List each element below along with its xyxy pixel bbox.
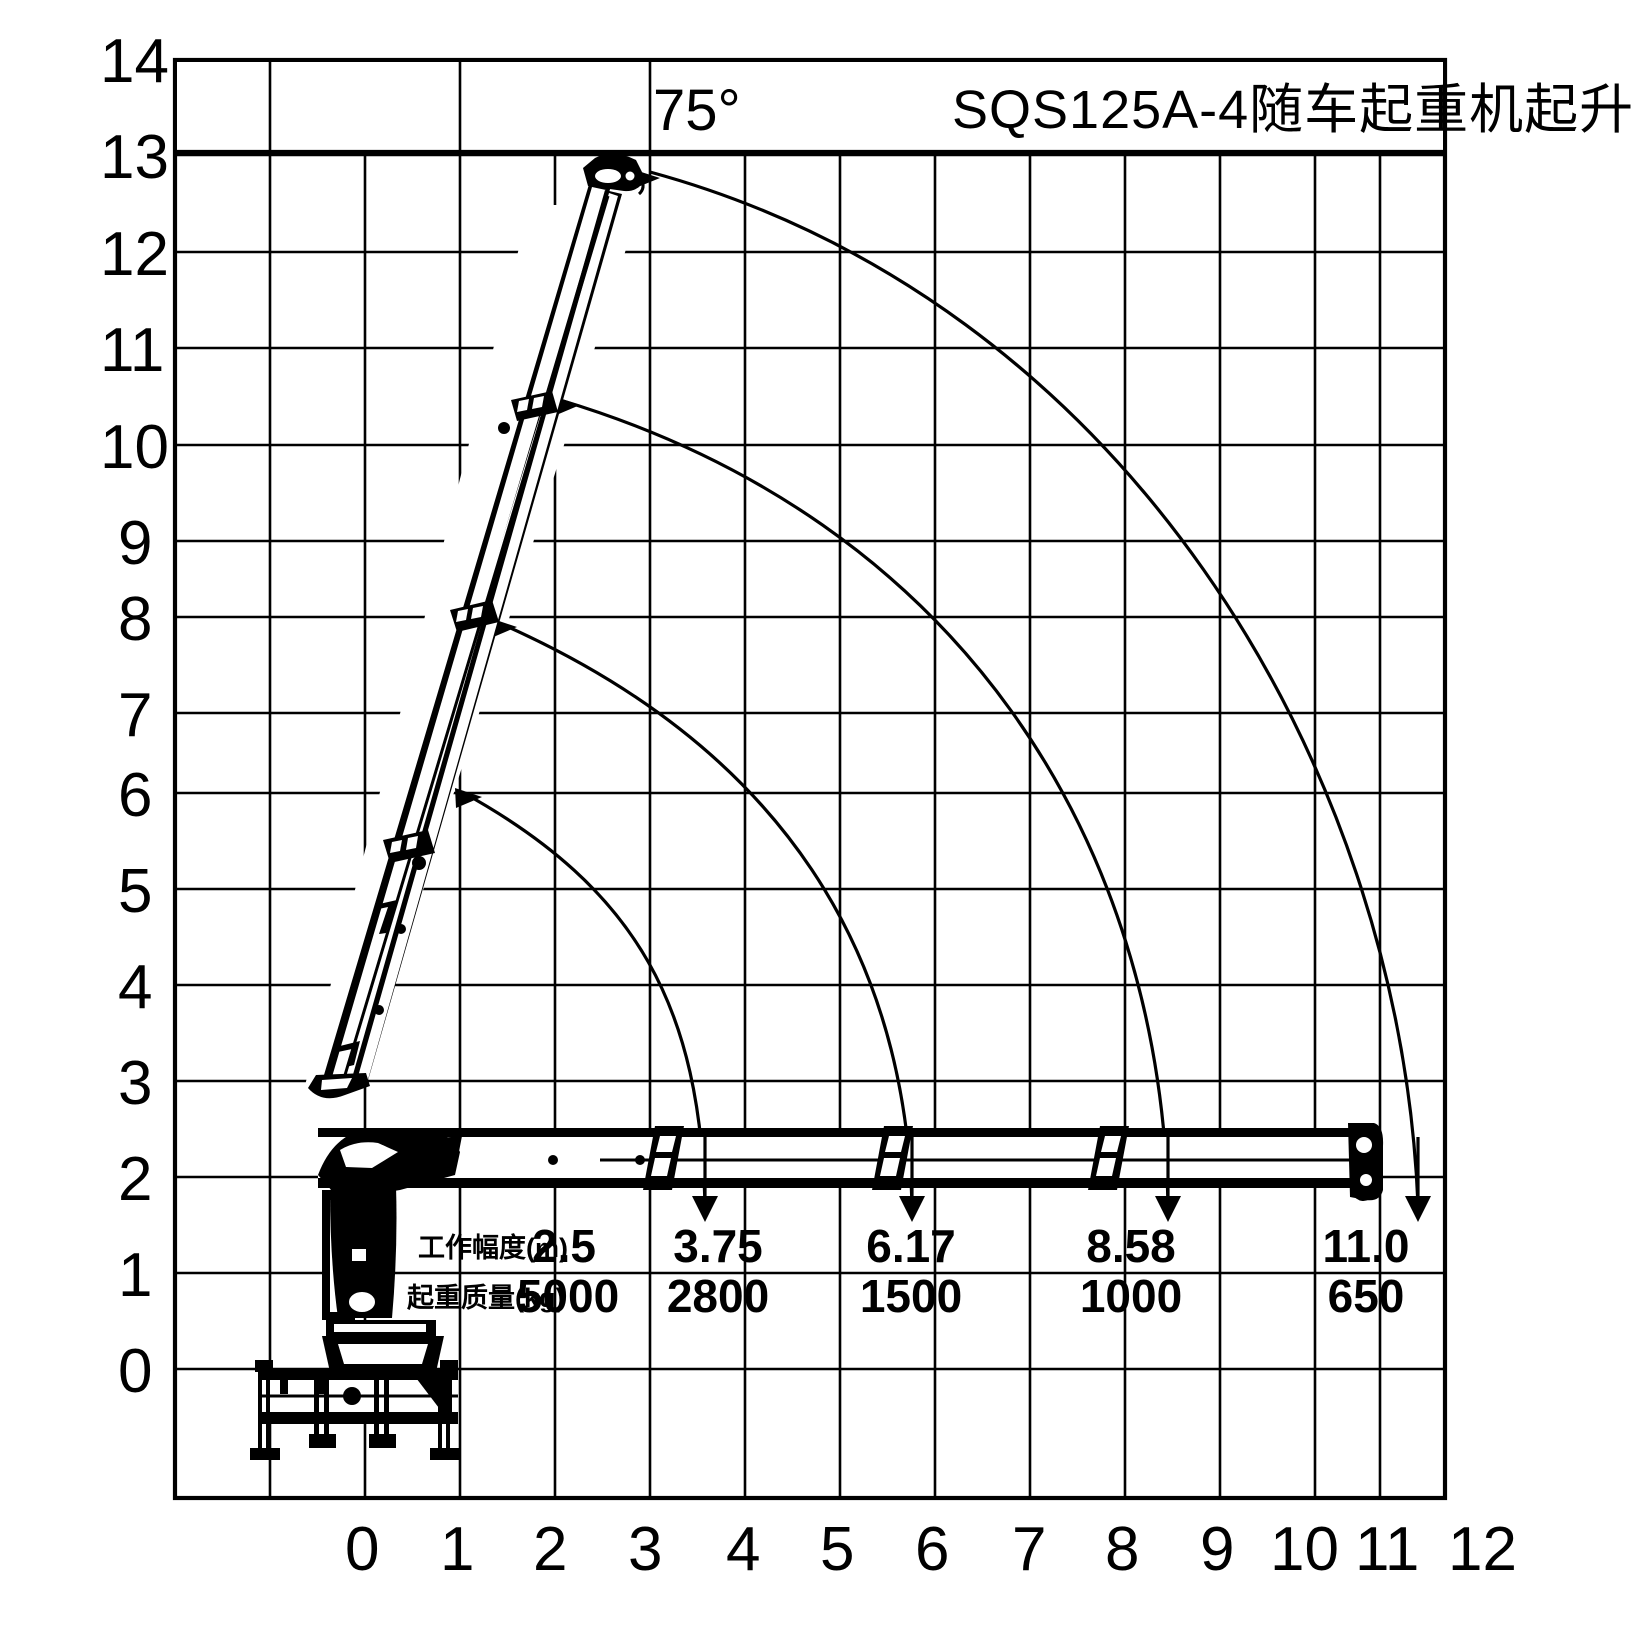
title-band [175, 62, 1445, 155]
y-tick-4: 4 [118, 953, 152, 1022]
y-tick-12: 12 [100, 220, 169, 289]
y-tick-1: 1 [118, 1241, 152, 1310]
arrow-down-3.75 [692, 1196, 718, 1222]
boom-horizontal [318, 1123, 1384, 1201]
y-tick-0: 0 [118, 1337, 152, 1406]
load-value-1: 2800 [667, 1270, 769, 1322]
boom-tip-head-elevated [583, 153, 645, 196]
load-table: 工作幅度(m) 起重质量(kg) 2.5 3.75 6.17 8.58 11.0… [407, 1220, 1410, 1322]
arc-end-arrows [692, 1137, 1431, 1222]
y-tick-5: 5 [118, 857, 152, 926]
x-tick-7: 7 [1012, 1515, 1046, 1584]
y-tick-2: 2 [118, 1145, 152, 1214]
x-tick-1: 1 [440, 1515, 474, 1584]
boom-tip-head-horizontal [1348, 1123, 1384, 1201]
outrigger-legs [250, 1360, 460, 1460]
crane-pedestal [250, 1128, 462, 1460]
x-tick-4: 4 [726, 1515, 760, 1584]
arrow-down-11.0 [1405, 1196, 1431, 1222]
arrow-down-6.17 [899, 1196, 925, 1222]
table-row-label-load: 起重质量(kg) [407, 1283, 565, 1313]
x-tick-0: 0 [345, 1515, 379, 1584]
arrow-down-8.58 [1155, 1196, 1181, 1222]
y-tick-10: 10 [100, 413, 169, 482]
x-tick-11: 11 [1355, 1515, 1419, 1584]
load-value-4: 650 [1328, 1270, 1405, 1322]
x-tick-9: 9 [1200, 1515, 1234, 1584]
boom-marking [374, 900, 397, 934]
x-tick-3: 3 [628, 1515, 662, 1584]
radius-value-3: 8.58 [1086, 1220, 1176, 1272]
x-tick-2: 2 [533, 1515, 567, 1584]
x-tick-12: 12 [1448, 1515, 1517, 1584]
boom-elev-collar-2 [450, 600, 499, 632]
y-tick-14: 14 [100, 27, 169, 96]
y-tick-9: 9 [118, 509, 152, 578]
table-row-label-radius: 工作幅度(m) [418, 1232, 568, 1263]
boom-section-joint-1 [643, 1126, 684, 1190]
boom-foot [308, 1041, 370, 1099]
chart-frame [172, 57, 1448, 1501]
radius-value-2: 6.17 [866, 1220, 956, 1272]
chart-title: SQS125A-4随车起重机起升曲线 [952, 80, 1635, 140]
x-tick-6: 6 [915, 1515, 949, 1584]
y-tick-11: 11 [100, 316, 164, 385]
y-axis-labels: 14 13 12 11 10 9 8 7 6 5 4 3 2 1 0 [100, 27, 169, 1406]
radius-value-0: 2.5 [532, 1220, 596, 1272]
load-value-0: 5000 [517, 1270, 619, 1322]
boom-elev-collar-3 [383, 830, 435, 863]
boom-angle-label: 75° [653, 78, 741, 143]
load-value-3: 1000 [1080, 1270, 1182, 1322]
y-tick-6: 6 [118, 761, 152, 830]
boom-section-joint-3 [1088, 1126, 1129, 1190]
x-axis-labels: 0 1 2 3 4 5 6 7 8 9 10 11 12 [345, 1515, 1517, 1584]
y-tick-13: 13 [100, 123, 169, 192]
x-tick-5: 5 [820, 1515, 854, 1584]
boom-elev-collar-1 [511, 391, 558, 421]
radius-value-4: 11.0 [1323, 1220, 1410, 1272]
x-tick-8: 8 [1105, 1515, 1139, 1584]
lift-arc-1000kg [559, 398, 1170, 1206]
outrigger-frame [258, 1368, 458, 1424]
lift-arc-1500kg [496, 620, 914, 1206]
radius-value-1: 3.75 [673, 1220, 763, 1272]
load-value-2: 1500 [860, 1270, 962, 1322]
x-tick-10: 10 [1270, 1515, 1339, 1584]
boom-elevated [308, 153, 645, 1099]
y-tick-7: 7 [118, 681, 152, 750]
boom-section-joint-2 [872, 1126, 913, 1190]
lift-arc-650kg [649, 170, 1420, 1206]
arc-start-arrow-4 [455, 788, 482, 808]
y-tick-3: 3 [118, 1049, 152, 1118]
y-tick-8: 8 [118, 585, 152, 654]
